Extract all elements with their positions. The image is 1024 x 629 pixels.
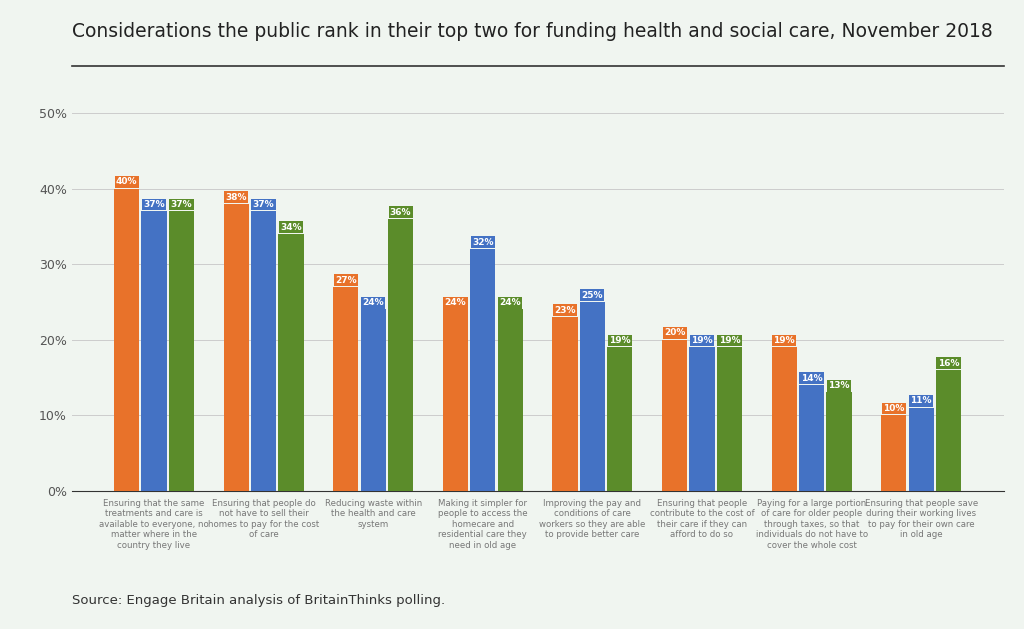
Text: 19%: 19% — [773, 336, 795, 345]
Text: 24%: 24% — [444, 298, 466, 307]
Text: 25%: 25% — [582, 291, 603, 299]
Text: 34%: 34% — [281, 223, 302, 231]
Bar — [771, 347, 797, 491]
Bar — [799, 385, 824, 491]
Bar — [580, 302, 605, 491]
Bar — [388, 219, 414, 491]
Bar — [141, 211, 167, 491]
Bar — [470, 249, 496, 491]
Text: Source: Engage Britain analysis of BritainThinks polling.: Source: Engage Britain analysis of Brita… — [72, 594, 444, 607]
Text: 40%: 40% — [116, 177, 137, 186]
Text: Considerations the public rank in their top two for funding health and social ca: Considerations the public rank in their … — [72, 22, 992, 41]
Bar — [279, 234, 304, 491]
Text: 27%: 27% — [335, 276, 356, 284]
Text: 14%: 14% — [801, 374, 822, 382]
Bar — [882, 415, 906, 491]
Bar — [826, 392, 852, 491]
Bar — [498, 309, 523, 491]
Bar — [223, 204, 249, 491]
Text: 19%: 19% — [609, 336, 631, 345]
Text: 24%: 24% — [362, 298, 384, 307]
Bar — [251, 211, 276, 491]
Bar — [717, 347, 742, 491]
Text: 38%: 38% — [225, 192, 247, 201]
Text: 19%: 19% — [691, 336, 713, 345]
Text: 37%: 37% — [143, 200, 165, 209]
Text: 13%: 13% — [828, 381, 850, 390]
Bar — [662, 340, 687, 491]
Text: 19%: 19% — [719, 336, 740, 345]
Text: 11%: 11% — [910, 396, 932, 405]
Text: 37%: 37% — [171, 200, 193, 209]
Text: 32%: 32% — [472, 238, 494, 247]
Bar — [552, 317, 578, 491]
Text: 23%: 23% — [554, 306, 575, 314]
Text: 36%: 36% — [390, 208, 412, 216]
Text: 16%: 16% — [938, 359, 959, 367]
Bar — [908, 408, 934, 491]
Bar — [360, 309, 386, 491]
Text: 10%: 10% — [883, 404, 904, 413]
Bar — [333, 287, 358, 491]
Bar — [936, 370, 962, 491]
Text: 20%: 20% — [664, 328, 685, 337]
Text: 37%: 37% — [253, 200, 274, 209]
Bar — [169, 211, 194, 491]
Bar — [607, 347, 633, 491]
Text: 24%: 24% — [500, 298, 521, 307]
Bar — [114, 189, 139, 491]
Bar — [689, 347, 715, 491]
Bar — [442, 309, 468, 491]
